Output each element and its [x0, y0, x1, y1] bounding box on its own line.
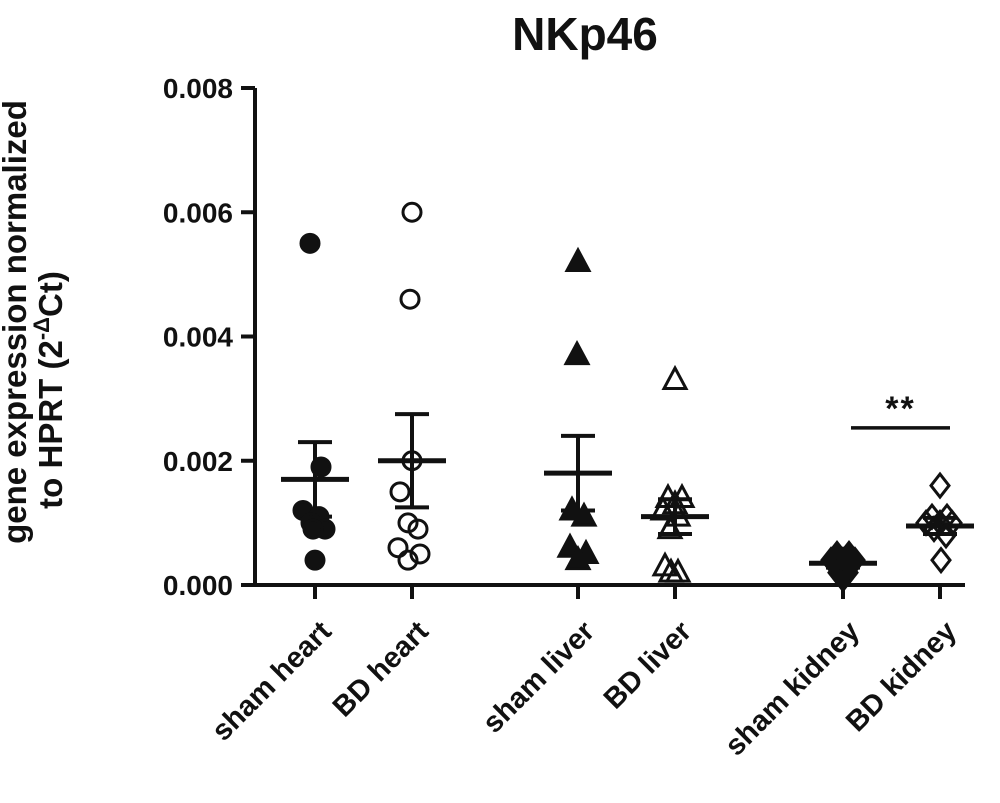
data-point: [397, 549, 419, 571]
data-point: [399, 288, 421, 310]
data-point: [923, 515, 945, 544]
data-point: [310, 456, 332, 478]
data-point: [401, 450, 423, 472]
data-point: [930, 546, 952, 575]
data-point: [407, 518, 429, 540]
y-tick-label: 0.002: [163, 446, 233, 477]
significance-stars: **: [885, 390, 915, 428]
group-BD-heart: BD heart: [327, 201, 446, 723]
y-axis-label-line1: gene expression normalized: [0, 100, 33, 544]
y-tick-label: 0.000: [163, 570, 233, 601]
data-point: [387, 537, 409, 559]
data-point: [401, 201, 423, 223]
data-point: [389, 481, 411, 503]
significance-annotation: **: [851, 390, 950, 430]
data-point: [661, 364, 689, 390]
y-tick-label: 0.008: [163, 73, 233, 104]
x-axis-label: sham heart: [206, 615, 338, 747]
y-tick-label: 0.006: [163, 197, 233, 228]
data-point: [563, 339, 591, 366]
data-point: [299, 232, 321, 254]
axes: [253, 88, 965, 587]
x-axis-label: BD heart: [327, 615, 435, 723]
group-sham-liver: sham liver: [477, 246, 612, 739]
y-tick-label: 0.004: [163, 322, 233, 353]
group-BD-liver: BD liver: [598, 364, 709, 715]
data-point: [664, 501, 692, 527]
group-sham-heart: sham heart: [206, 232, 349, 747]
data-point: [657, 557, 685, 583]
chart-title: NKp46: [512, 8, 658, 60]
y-axis-label-line2: to HPRT (2-ΔCt): [29, 271, 69, 509]
data-point: [304, 549, 326, 571]
svg-text:to HPRT (2-ΔCt): to HPRT (2-ΔCt): [29, 271, 69, 509]
svg-text:gene expression normalized: gene expression normalized: [0, 100, 33, 544]
data-point: [564, 544, 592, 571]
group-BD-kidney: BD kidney: [840, 471, 974, 738]
x-axis-label: BD liver: [598, 615, 698, 715]
data-point: [564, 246, 592, 272]
x-axis-label: sham liver: [477, 615, 601, 739]
data-point: [929, 471, 951, 500]
data-point: [935, 521, 957, 550]
data-point: [409, 543, 431, 565]
data-point: [302, 518, 324, 540]
data-point: [649, 495, 677, 521]
x-axis-label: sham kidney: [719, 615, 866, 762]
data-point: [941, 508, 963, 537]
y-axis-ticks: 0.000 0.002 0.004 0.006 0.008: [163, 73, 255, 601]
data-point: [832, 564, 854, 593]
data-point: [570, 501, 598, 527]
data-point: [656, 513, 684, 540]
